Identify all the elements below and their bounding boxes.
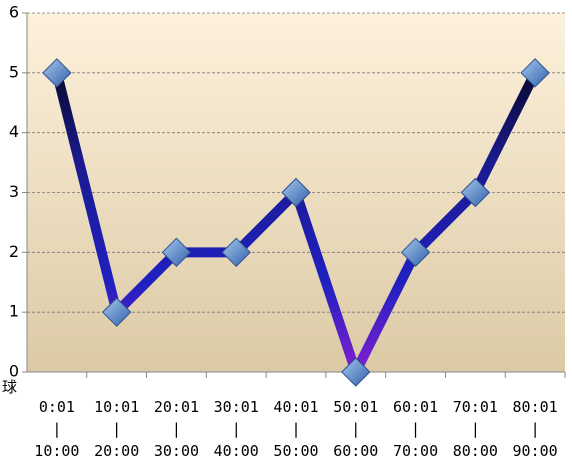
y-tick-label: 0 (9, 362, 19, 381)
point (400, 237, 431, 268)
point (161, 237, 192, 268)
x-tick-label: 70:01 | 80:00 (453, 398, 498, 460)
x-tick-label: 50:01 | 60:00 (333, 398, 378, 460)
point (281, 177, 311, 208)
point (341, 357, 371, 387)
y-tick-label: 3 (9, 182, 19, 201)
y-axis-label: 球 (2, 378, 17, 396)
y-tick-label: 6 (9, 3, 19, 22)
x-tick-label: 30:01 | 40:00 (214, 398, 259, 460)
x-tick-label: 60:01 | 70:00 (393, 398, 438, 460)
x-tick-label: 40:01 | 50:00 (273, 398, 318, 460)
point (42, 58, 72, 88)
y-tick-label: 5 (9, 62, 19, 81)
y-tick-label: 1 (9, 302, 19, 321)
x-tick-label: 20:01 | 30:00 (154, 398, 199, 460)
x-tick-label: 80:01 | 90:00 (513, 398, 558, 460)
x-tick-label: 0:01 | 10:00 (34, 398, 79, 460)
point (460, 177, 491, 208)
y-tick-label: 4 (9, 122, 19, 141)
x-tick-label: 10:01 | 20:00 (94, 398, 139, 460)
point (520, 58, 550, 88)
y-tick-label: 2 (9, 242, 19, 261)
point (101, 297, 132, 327)
point (221, 237, 251, 268)
